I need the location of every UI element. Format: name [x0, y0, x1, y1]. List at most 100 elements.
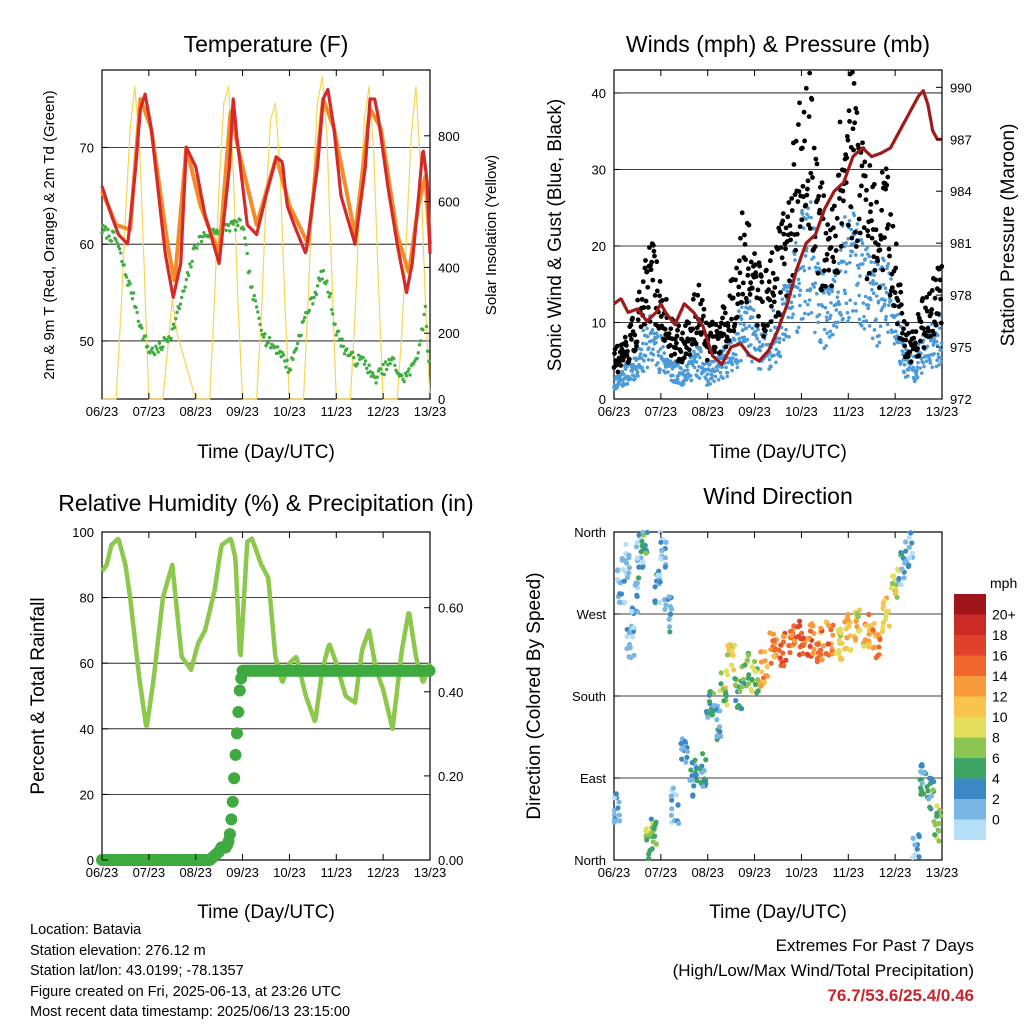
y-tick-label: 40 — [592, 86, 606, 101]
precip-point — [233, 684, 246, 697]
sonic-wind-point — [643, 354, 648, 358]
gust-point — [850, 69, 855, 75]
wind-direction-point — [724, 652, 731, 658]
gust-point — [683, 351, 689, 357]
gust-point — [690, 296, 696, 302]
sonic-wind-point — [832, 279, 837, 284]
sonic-wind-point — [797, 293, 802, 297]
dewpoint-point — [136, 319, 141, 324]
gust-point — [826, 267, 832, 273]
gust-point — [801, 109, 807, 115]
y2-tick-label: 981 — [950, 236, 972, 251]
gust-point — [887, 253, 892, 259]
dewpoint-point — [383, 360, 388, 364]
wind-direction-point — [830, 622, 836, 628]
sonic-wind-point — [883, 298, 887, 303]
wind-direction-point — [631, 652, 637, 658]
wind-direction-point — [807, 643, 813, 650]
sonic-wind-point — [934, 364, 939, 369]
wind-direction-point — [807, 628, 814, 634]
wind-direction-point — [624, 645, 630, 652]
winds-y2label: Station Pressure (Maroon) — [998, 124, 1019, 347]
sonic-wind-point — [692, 349, 696, 354]
wind-direction-point — [886, 608, 892, 614]
y-tick-label: 50 — [80, 334, 94, 349]
gust-point — [721, 305, 727, 311]
sonic-wind-point — [862, 314, 866, 319]
sonic-wind-point — [837, 261, 841, 266]
wind-direction-point — [830, 632, 836, 638]
gust-point — [833, 248, 839, 253]
gust-point — [877, 247, 883, 253]
gust-point — [729, 316, 734, 322]
temperature-xlabel: Time (Day/UTC) — [197, 442, 335, 463]
sonic-wind-point — [934, 339, 939, 344]
dewpoint-point — [370, 371, 375, 375]
gust-point — [734, 265, 739, 271]
sonic-wind-point — [641, 328, 646, 333]
sonic-wind-point — [708, 382, 713, 386]
gust-point — [743, 295, 749, 301]
sonic-wind-point — [831, 323, 836, 328]
wind-direction-point — [847, 647, 854, 653]
dewpoint-point — [425, 349, 430, 353]
sonic-wind-point — [819, 340, 823, 345]
dewpoint-point — [202, 231, 206, 235]
dewpoint-point — [140, 326, 144, 330]
wind-direction-point — [633, 544, 640, 550]
wind-direction-point — [714, 733, 720, 740]
x-tick-label: 09/23 — [738, 865, 771, 880]
sonic-wind-point — [725, 374, 730, 379]
gust-point — [832, 203, 837, 209]
sonic-wind-point — [685, 364, 689, 369]
wind-direction-point — [928, 793, 935, 799]
gust-point — [836, 172, 842, 178]
gust-point — [907, 349, 913, 355]
gust-point — [819, 180, 825, 186]
wind-direction-point — [857, 607, 863, 613]
wind-direction-point — [657, 529, 663, 535]
sonic-wind-point — [675, 377, 680, 382]
y2-tick-label: 200 — [438, 326, 460, 341]
dewpoint-point — [138, 323, 143, 327]
wind-direction-point — [866, 611, 872, 618]
gust-point — [938, 320, 944, 326]
gust-point — [809, 97, 815, 102]
gust-point — [880, 267, 886, 273]
wind-direction-point — [836, 637, 842, 643]
sonic-wind-point — [844, 262, 849, 266]
dewpoint-point — [418, 339, 423, 343]
x-tick-label: 09/23 — [738, 404, 771, 419]
wind-direction-point — [920, 791, 927, 797]
sonic-wind-point — [704, 376, 709, 381]
gust-point — [838, 243, 844, 249]
wind-direction-point — [906, 535, 912, 541]
gust-point — [862, 173, 868, 179]
gust-point — [892, 303, 897, 309]
gust-point — [627, 332, 633, 338]
precip-point — [423, 664, 436, 677]
gust-point — [799, 145, 805, 151]
gust-point — [780, 218, 786, 224]
sonic-wind-point — [892, 341, 897, 346]
sonic-wind-point — [937, 363, 941, 367]
wind-direction-point — [818, 625, 824, 631]
sonic-wind-point — [850, 309, 855, 313]
wind-direction-point — [658, 556, 665, 562]
x-tick-label: 06/23 — [86, 404, 119, 419]
y2-tick-label: 600 — [438, 195, 460, 210]
sonic-wind-point — [902, 362, 907, 367]
wind-direction-point — [742, 662, 748, 668]
sonic-wind-point — [708, 362, 712, 367]
y-tick-label: 80 — [80, 591, 94, 606]
sonic-wind-point — [712, 379, 716, 383]
gust-point — [644, 269, 650, 274]
sonic-wind-point — [644, 342, 649, 346]
x-tick-label: 13/23 — [414, 404, 447, 419]
dewpoint-point — [301, 319, 306, 323]
sonic-wind-point — [852, 213, 857, 218]
sonic-wind-point — [750, 359, 754, 364]
x-tick-label: 08/23 — [179, 404, 212, 419]
sonic-wind-point — [842, 288, 847, 293]
wind-direction-point — [908, 530, 914, 536]
